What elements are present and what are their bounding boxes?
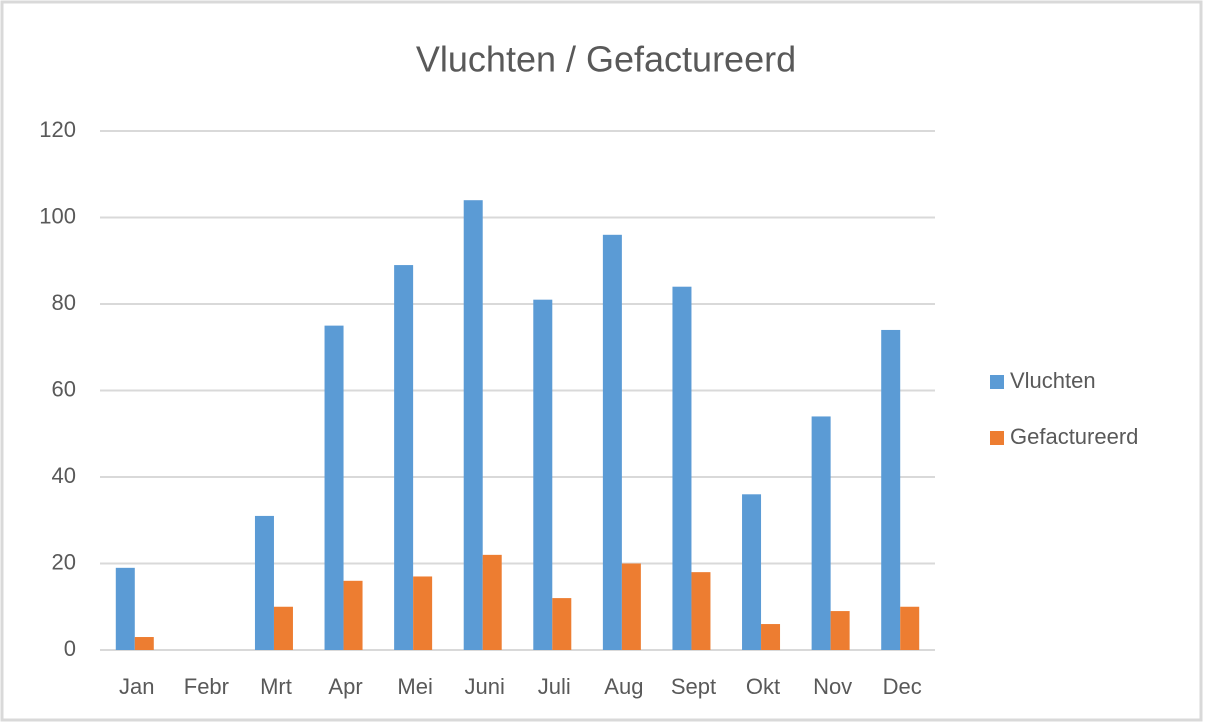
y-tick-label: 60 xyxy=(52,376,76,401)
bar xyxy=(134,637,154,650)
x-tick-label: Nov xyxy=(813,674,852,699)
bar xyxy=(602,234,622,651)
y-tick-label: 100 xyxy=(39,203,76,228)
bar xyxy=(254,515,274,650)
x-tick-label: Febr xyxy=(184,674,229,699)
bar xyxy=(900,606,920,650)
x-tick-label: Mrt xyxy=(260,674,292,699)
bar xyxy=(672,286,692,650)
chart-title: Vluchten / Gefactureerd xyxy=(416,39,796,80)
bar xyxy=(621,563,641,650)
bar xyxy=(742,494,762,650)
bar xyxy=(830,611,850,650)
bar xyxy=(343,580,363,650)
y-tick-label: 20 xyxy=(52,549,76,574)
legend-swatch xyxy=(990,431,1004,445)
bar xyxy=(761,624,781,650)
bar xyxy=(533,299,553,650)
bar xyxy=(691,572,711,650)
bar xyxy=(115,567,135,650)
x-tick-label: Juni xyxy=(465,674,505,699)
x-tick-label: Juli xyxy=(538,674,571,699)
bar xyxy=(482,554,502,650)
x-tick-label: Apr xyxy=(328,674,362,699)
y-tick-label: 40 xyxy=(52,463,76,488)
x-tick-label: Sept xyxy=(671,674,716,699)
x-tick-label: Aug xyxy=(604,674,643,699)
legend-label: Gefactureerd xyxy=(1010,424,1138,449)
x-tick-label: Dec xyxy=(883,674,922,699)
bar xyxy=(552,598,572,650)
bar xyxy=(881,329,901,650)
bar xyxy=(273,606,293,650)
y-tick-label: 0 xyxy=(64,636,76,661)
x-tick-label: Jan xyxy=(119,674,154,699)
y-tick-label: 80 xyxy=(52,290,76,315)
legend-swatch xyxy=(990,375,1004,389)
bar xyxy=(324,325,344,650)
bar xyxy=(394,265,414,650)
bar xyxy=(413,576,433,650)
x-tick-label: Okt xyxy=(746,674,780,699)
legend-label: Vluchten xyxy=(1010,368,1096,393)
bar xyxy=(811,416,831,650)
y-tick-label: 120 xyxy=(39,117,76,142)
x-tick-label: Mei xyxy=(397,674,432,699)
bar xyxy=(463,200,483,650)
